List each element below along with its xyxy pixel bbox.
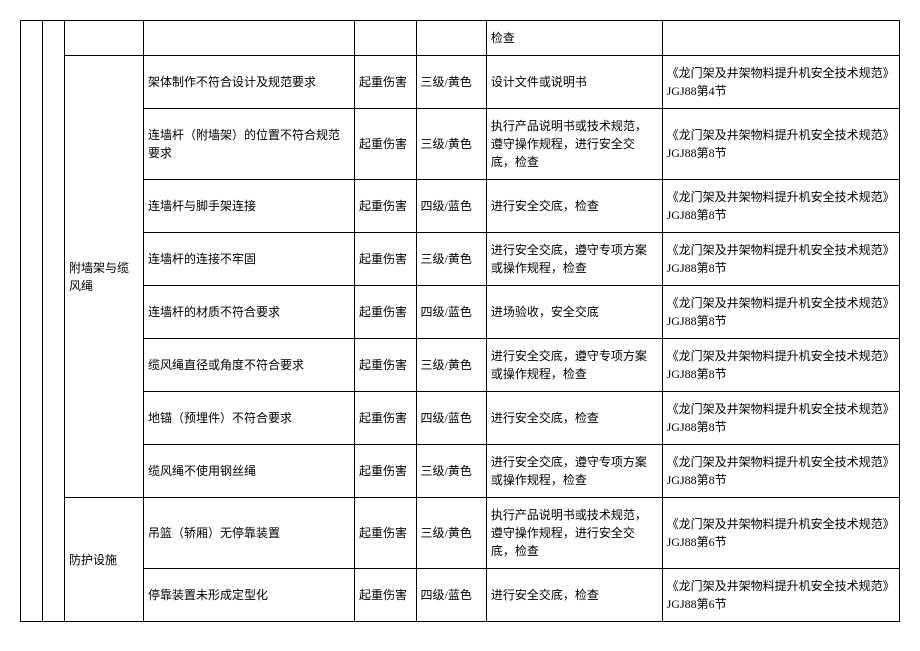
level-cell: 三级/黄色: [416, 445, 486, 498]
ref-cell: 《龙门架及井架物料提升机安全技术规范》JGJ88第6节: [662, 498, 899, 569]
category-cell: 附墙架与缆风绳: [64, 56, 143, 498]
table-row: 连墙杆的连接不牢固 起重伤害 三级/黄色 进行安全交底，遵守专项方案或操作规程，…: [21, 233, 900, 286]
level-cell: 三级/黄色: [416, 233, 486, 286]
measure-cell: 检查: [486, 21, 662, 56]
blank-cell-2: [42, 21, 64, 622]
hazard-cell: 连墙杆的材质不符合要求: [144, 286, 355, 339]
ref-cell: 《龙门架及井架物料提升机安全技术规范》JGJ88第8节: [662, 233, 899, 286]
hazard-cell: 架体制作不符合设计及规范要求: [144, 56, 355, 109]
hazard-cell: 吊篮（轿厢）无停靠装置: [144, 498, 355, 569]
measure-cell: 进行安全交底，检查: [486, 392, 662, 445]
harm-cell: 起重伤害: [355, 445, 417, 498]
hazard-cell: 连墙杆的连接不牢固: [144, 233, 355, 286]
safety-table: 检查 附墙架与缆风绳 架体制作不符合设计及规范要求 起重伤害 三级/黄色 设计文…: [20, 20, 900, 622]
level-cell: 四级/蓝色: [416, 180, 486, 233]
table-row: 附墙架与缆风绳 架体制作不符合设计及规范要求 起重伤害 三级/黄色 设计文件或说…: [21, 56, 900, 109]
table-row: 地锚（预埋件）不符合要求 起重伤害 四级/蓝色 进行安全交底，检查 《龙门架及井…: [21, 392, 900, 445]
ref-cell: 《龙门架及井架物料提升机安全技术规范》JGJ88第8节: [662, 445, 899, 498]
measure-cell: 设计文件或说明书: [486, 56, 662, 109]
hazard-cell: [144, 21, 355, 56]
harm-cell: 起重伤害: [355, 286, 417, 339]
measure-cell: 执行产品说明书或技术规范，遵守操作规程，进行安全交底，检查: [486, 109, 662, 180]
level-cell: [416, 21, 486, 56]
measure-cell: 进行安全交底，遵守专项方案或操作规程，检查: [486, 233, 662, 286]
table-row: 防护设施 吊篮（轿厢）无停靠装置 起重伤害 三级/黄色 执行产品说明书或技术规范…: [21, 498, 900, 569]
table-row: 连墙杆与脚手架连接 起重伤害 四级/蓝色 进行安全交底，检查 《龙门架及井架物料…: [21, 180, 900, 233]
harm-cell: 起重伤害: [355, 233, 417, 286]
hazard-cell: 连墙杆与脚手架连接: [144, 180, 355, 233]
measure-cell: 进行安全交底，检查: [486, 180, 662, 233]
hazard-cell: 缆风绳直径或角度不符合要求: [144, 339, 355, 392]
table-row: 缆风绳直径或角度不符合要求 起重伤害 三级/黄色 进行安全交底，遵守专项方案或操…: [21, 339, 900, 392]
harm-cell: 起重伤害: [355, 569, 417, 622]
level-cell: 三级/黄色: [416, 498, 486, 569]
measure-cell: 进行安全交底，遵守专项方案或操作规程，检查: [486, 445, 662, 498]
level-cell: 四级/蓝色: [416, 569, 486, 622]
table-row: 连墙杆（附墙架）的位置不符合规范要求 起重伤害 三级/黄色 执行产品说明书或技术…: [21, 109, 900, 180]
ref-cell: 《龙门架及井架物料提升机安全技术规范》JGJ88第8节: [662, 180, 899, 233]
measure-cell: 执行产品说明书或技术规范，遵守操作规程，进行安全交底，检查: [486, 498, 662, 569]
table-row: 缆风绳不使用钢丝绳 起重伤害 三级/黄色 进行安全交底，遵守专项方案或操作规程，…: [21, 445, 900, 498]
ref-cell: 《龙门架及井架物料提升机安全技术规范》JGJ88第8节: [662, 392, 899, 445]
measure-cell: 进行安全交底，遵守专项方案或操作规程，检查: [486, 339, 662, 392]
table-row: 检查: [21, 21, 900, 56]
ref-cell: 《龙门架及井架物料提升机安全技术规范》JGJ88第6节: [662, 569, 899, 622]
ref-cell: 《龙门架及井架物料提升机安全技术规范》JGJ88第8节: [662, 286, 899, 339]
ref-cell: 《龙门架及井架物料提升机安全技术规范》JGJ88第8节: [662, 339, 899, 392]
hazard-cell: 连墙杆（附墙架）的位置不符合规范要求: [144, 109, 355, 180]
blank-cell-1: [21, 21, 43, 622]
measure-cell: 进场验收，安全交底: [486, 286, 662, 339]
hazard-cell: 停靠装置未形成定型化: [144, 569, 355, 622]
category-cell: [64, 21, 143, 56]
harm-cell: 起重伤害: [355, 392, 417, 445]
hazard-cell: 地锚（预埋件）不符合要求: [144, 392, 355, 445]
harm-cell: 起重伤害: [355, 339, 417, 392]
harm-cell: 起重伤害: [355, 56, 417, 109]
level-cell: 四级/蓝色: [416, 286, 486, 339]
harm-cell: 起重伤害: [355, 498, 417, 569]
harm-cell: [355, 21, 417, 56]
measure-cell: 进行安全交底，检查: [486, 569, 662, 622]
table-row: 连墙杆的材质不符合要求 起重伤害 四级/蓝色 进场验收，安全交底 《龙门架及井架…: [21, 286, 900, 339]
category-cell: 防护设施: [64, 498, 143, 622]
level-cell: 三级/黄色: [416, 339, 486, 392]
harm-cell: 起重伤害: [355, 180, 417, 233]
harm-cell: 起重伤害: [355, 109, 417, 180]
table-row: 停靠装置未形成定型化 起重伤害 四级/蓝色 进行安全交底，检查 《龙门架及井架物…: [21, 569, 900, 622]
hazard-cell: 缆风绳不使用钢丝绳: [144, 445, 355, 498]
ref-cell: 《龙门架及井架物料提升机安全技术规范》JGJ88第4节: [662, 56, 899, 109]
ref-cell: [662, 21, 899, 56]
level-cell: 三级/黄色: [416, 56, 486, 109]
level-cell: 三级/黄色: [416, 109, 486, 180]
level-cell: 四级/蓝色: [416, 392, 486, 445]
ref-cell: 《龙门架及井架物料提升机安全技术规范》JGJ88第8节: [662, 109, 899, 180]
